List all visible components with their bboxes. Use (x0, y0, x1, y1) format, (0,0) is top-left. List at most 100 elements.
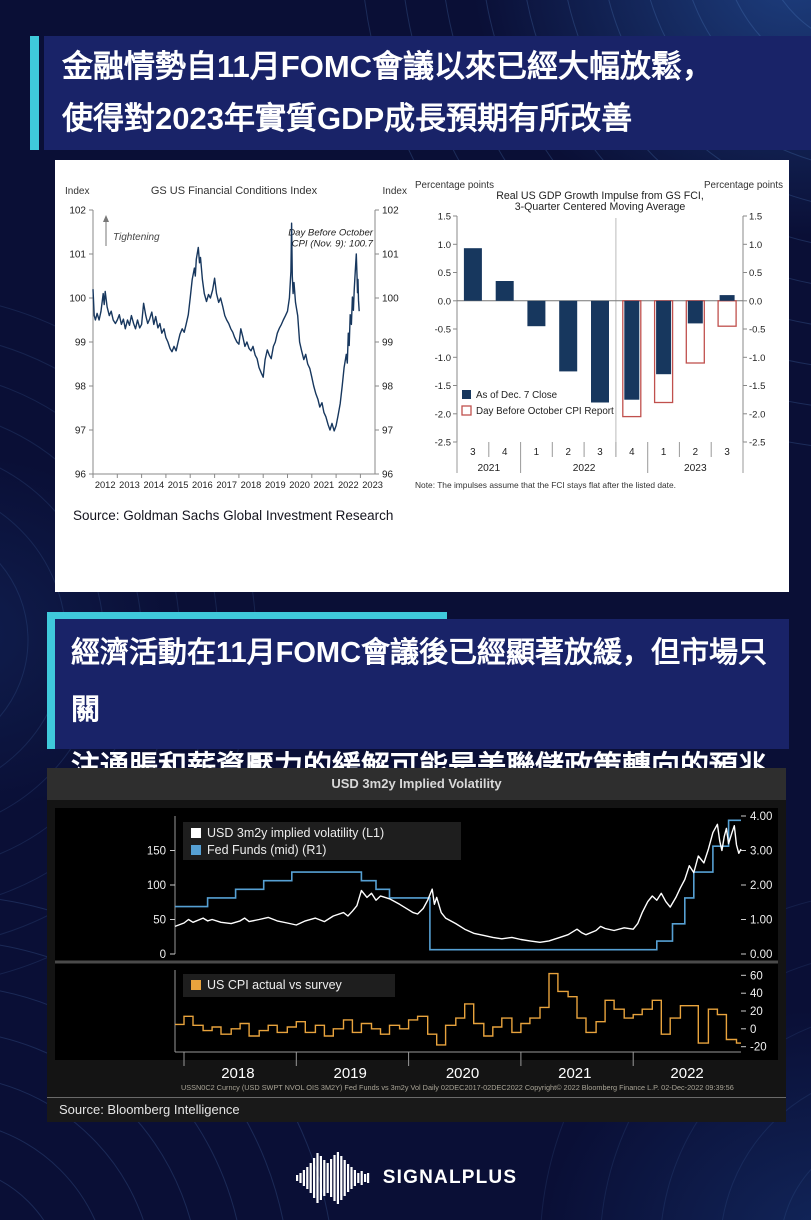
svg-text:3: 3 (724, 447, 730, 458)
gs-source-text: Source: Goldman Sachs Global Investment … (73, 508, 394, 523)
header1-line1: 金融情勢自11月FOMC會議以來已經大幅放鬆， (62, 49, 714, 84)
svg-text:3-Quarter Centered Moving Aver: 3-Quarter Centered Moving Average (515, 201, 686, 213)
svg-text:2022: 2022 (670, 1065, 703, 1082)
svg-text:98: 98 (382, 382, 394, 393)
svg-text:2023: 2023 (684, 463, 707, 474)
svg-text:US CPI actual vs survey: US CPI actual vs survey (207, 978, 343, 992)
svg-text:97: 97 (75, 426, 87, 437)
svg-text:2013: 2013 (119, 480, 140, 490)
svg-text:1: 1 (661, 447, 666, 458)
svg-text:As of Dec. 7 Close: As of Dec. 7 Close (476, 390, 558, 401)
bloomberg-volatility-chart: 0 50 100 150 0.00 1.00 2.00 3.00 4.00 -20 0 20 40 60 U… (47, 804, 786, 1101)
svg-text:-0.5: -0.5 (435, 325, 451, 336)
svg-text:2022: 2022 (573, 463, 596, 474)
svg-text:Day Before October CPI Report: Day Before October CPI Report (476, 406, 614, 417)
svg-text:2019: 2019 (265, 480, 286, 490)
svg-text:-2.0: -2.0 (749, 409, 765, 420)
waveform-logo-icon (295, 1152, 369, 1204)
brand-footer: SIGNALPLUS (0, 1146, 811, 1210)
svg-text:60: 60 (750, 970, 763, 982)
svg-text:-1.0: -1.0 (435, 353, 451, 364)
bloomberg-chart-title: USD 3m2y Implied Volatility (47, 768, 786, 800)
svg-text:0: 0 (750, 1024, 756, 1036)
svg-text:0: 0 (160, 949, 166, 961)
svg-text:Fed Funds (mid) (R1): Fed Funds (mid) (R1) (207, 843, 326, 857)
fci-line-chart: GS US Financial Conditions Index Index Ind… (59, 180, 411, 537)
svg-text:150: 150 (147, 846, 166, 858)
svg-text:2021: 2021 (477, 463, 500, 474)
svg-text:Index: Index (383, 186, 407, 197)
svg-text:101: 101 (69, 250, 86, 261)
header2-box: 經濟活動在11月FOMC會議後已經顯著放緩，但市場只關 注通脹和薪資壓力的緩解可… (55, 619, 789, 783)
svg-text:-2.5: -2.5 (749, 438, 765, 449)
svg-text:102: 102 (382, 206, 399, 217)
svg-text:1.00: 1.00 (750, 915, 772, 927)
svg-text:-0.5: -0.5 (749, 325, 765, 336)
header2-accent-topline (47, 612, 447, 619)
svg-text:CPI (Nov. 9): 100.7: CPI (Nov. 9): 100.7 (292, 239, 374, 250)
svg-text:100: 100 (69, 294, 86, 305)
svg-text:40: 40 (750, 988, 763, 1000)
svg-text:96: 96 (75, 470, 87, 481)
svg-text:2020: 2020 (446, 1065, 479, 1082)
svg-text:0.5: 0.5 (749, 268, 762, 279)
svg-text:-2.0: -2.0 (435, 409, 451, 420)
svg-text:2015: 2015 (168, 480, 189, 490)
svg-text:-2.5: -2.5 (435, 438, 451, 449)
svg-text:-20: -20 (750, 1042, 767, 1054)
svg-text:2022: 2022 (338, 480, 359, 490)
header1-title-block: 金融情勢自11月FOMC會議以來已經大幅放鬆， 使得對2023年實質GDP成長預… (44, 36, 811, 150)
brand-name: SIGNALPLUS (382, 1167, 518, 1188)
svg-text:Day Before October: Day Before October (288, 228, 374, 239)
svg-text:2021: 2021 (558, 1065, 591, 1082)
svg-text:4.00: 4.00 (750, 811, 772, 823)
svg-text:0.0: 0.0 (438, 296, 451, 307)
svg-text:GS US Financial Conditions Ind: GS US Financial Conditions Index (151, 185, 318, 197)
header2-line1: 經濟活動在11月FOMC會議後已經顯著放緩，但市場只關 (71, 637, 768, 726)
svg-text:-1.5: -1.5 (749, 381, 765, 392)
svg-text:Percentage points: Percentage points (704, 180, 783, 191)
svg-text:2016: 2016 (192, 480, 213, 490)
svg-text:0.0: 0.0 (749, 296, 762, 307)
svg-text:50: 50 (153, 915, 166, 927)
svg-text:1.5: 1.5 (749, 212, 762, 223)
svg-text:2.00: 2.00 (750, 880, 772, 892)
svg-text:3.00: 3.00 (750, 846, 772, 858)
svg-text:Percentage points: Percentage points (415, 180, 494, 191)
svg-text:3: 3 (470, 447, 476, 458)
svg-text:1: 1 (534, 447, 539, 458)
svg-text:97: 97 (382, 426, 394, 437)
svg-text:2018: 2018 (221, 1065, 254, 1082)
svg-text:-1.0: -1.0 (749, 353, 765, 364)
svg-text:1.0: 1.0 (749, 240, 762, 251)
svg-text:1.5: 1.5 (438, 212, 451, 223)
svg-text:20: 20 (750, 1006, 763, 1018)
svg-text:0.5: 0.5 (438, 268, 451, 279)
svg-text:101: 101 (382, 250, 399, 261)
svg-text:2020: 2020 (289, 480, 310, 490)
svg-text:98: 98 (75, 382, 87, 393)
svg-text:102: 102 (69, 206, 86, 217)
header1-accent-bar (30, 36, 39, 150)
svg-text:2021: 2021 (314, 480, 335, 490)
bloomberg-chart-panel: USD 3m2y Implied Volatility 0 50 100 150 0.0… (47, 768, 786, 1122)
svg-text:Index: Index (65, 186, 89, 197)
svg-text:4: 4 (629, 447, 635, 458)
svg-text:99: 99 (75, 338, 87, 349)
svg-text:USD 3m2y implied volatility (L: USD 3m2y implied volatility (L1) (207, 826, 384, 840)
svg-text:2018: 2018 (241, 480, 262, 490)
svg-text:Tightening: Tightening (113, 232, 160, 243)
svg-text:0.00: 0.00 (750, 949, 772, 961)
svg-text:USSN0C2 Curncy (USD SWPT NVOL: USSN0C2 Curncy (USD SWPT NVOL OIS 3M2Y) … (181, 1083, 734, 1092)
svg-text:2019: 2019 (334, 1065, 367, 1082)
svg-text:100: 100 (147, 880, 166, 892)
svg-text:96: 96 (382, 470, 394, 481)
svg-text:3: 3 (597, 447, 603, 458)
svg-text:1.0: 1.0 (438, 240, 451, 251)
svg-text:100: 100 (382, 294, 399, 305)
svg-text:2: 2 (565, 447, 570, 458)
svg-text:-1.5: -1.5 (435, 381, 451, 392)
svg-text:99: 99 (382, 338, 394, 349)
svg-text:2: 2 (693, 447, 698, 458)
